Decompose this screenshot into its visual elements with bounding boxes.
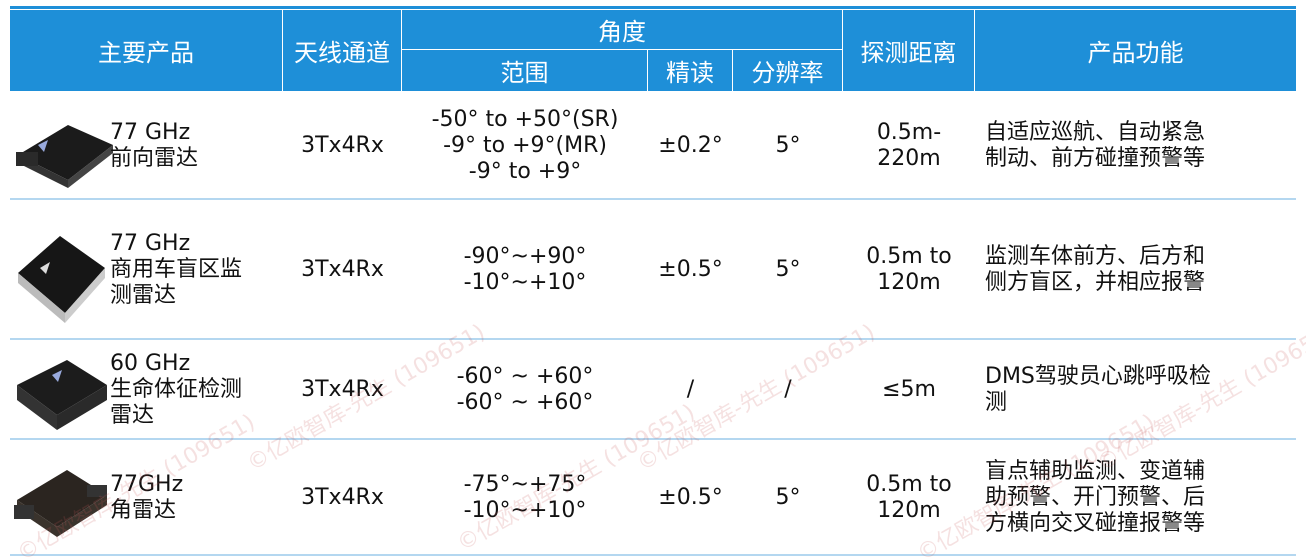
row-separator: [10, 338, 1296, 340]
text-line: -75°~+75°: [463, 472, 587, 497]
text-line: 自适应巡航、自动紧急: [985, 120, 1206, 145]
cell-function: DMS驾驶员心跳呼吸检测: [985, 340, 1296, 440]
text-line: 60 GHz: [110, 351, 191, 376]
cell-distance: ≤5m: [843, 340, 975, 440]
text-line: -90°~+90°: [463, 244, 587, 269]
row-separator: [10, 554, 1296, 556]
text-value: 3Tx4Rx: [301, 485, 384, 510]
cell-resolution: 5°: [733, 200, 843, 340]
text-line: 商用车盲区监: [110, 257, 243, 282]
header-distance: 探测距离: [843, 10, 975, 92]
text-line: 77 GHz: [110, 231, 191, 256]
cell-antenna: 3Tx4Rx: [283, 200, 402, 340]
product-image: [17, 360, 107, 430]
cell-name: 77 GHz 前向雷达: [110, 92, 283, 200]
text-value: 3Tx4Rx: [301, 377, 384, 402]
cell-antenna: 3Tx4Rx: [283, 92, 402, 200]
cell-distance: 0.5m to 120m: [843, 200, 975, 340]
cell-name: 77GHz 角雷达: [110, 440, 283, 556]
text-line: -10°~+10°: [463, 498, 587, 523]
text-line: 监测车体前方、后方和: [985, 244, 1206, 269]
text-value: 3Tx4Rx: [301, 257, 384, 282]
header-precision: 精读: [648, 50, 733, 92]
text-line: -50° to +50°(SR): [431, 107, 619, 132]
cell-name: 77 GHz 商用车盲区监 测雷达: [110, 200, 283, 340]
cell-function: 自适应巡航、自动紧急 制动、前方碰撞预警等: [985, 92, 1296, 200]
cell-distance: 0.5m to 120m: [843, 440, 975, 556]
cell-range: -90°~+90° -10°~+10°: [402, 200, 648, 340]
text-line: 助预警、开门预警、后: [985, 485, 1206, 510]
text-line: 雷达: [110, 403, 155, 428]
text-value: 3Tx4Rx: [301, 133, 384, 158]
text-line: ≤5m: [882, 377, 936, 402]
cell-range: -60° ~ +60° -60° ~ +60°: [402, 340, 648, 440]
text-line: DMS驾驶员心跳呼吸检: [985, 364, 1211, 389]
top-rule: [10, 6, 1296, 9]
text-value: /: [686, 377, 695, 402]
text-line: 角雷达: [110, 498, 177, 523]
cell-distance: 0.5m- 220m: [843, 92, 975, 200]
text-line: 侧方盲区，并相应报警: [985, 270, 1206, 295]
row-separator: [10, 198, 1296, 200]
cell-precision: /: [648, 340, 733, 440]
text-line: 120m: [877, 498, 941, 523]
cell-range: -75°~+75° -10°~+10°: [402, 440, 648, 556]
text-value: 5°: [775, 133, 801, 158]
header-function: 产品功能: [975, 10, 1296, 92]
text-line: 方横向交叉碰撞报警等: [985, 511, 1206, 536]
cell-precision: ±0.5°: [648, 200, 733, 340]
text-value: 5°: [775, 485, 801, 510]
text-value: 5°: [775, 257, 801, 282]
text-value: /: [784, 377, 792, 402]
text-value: ±0.5°: [658, 485, 723, 510]
text-line: -60° ~ +60°: [456, 390, 594, 415]
header-resolution: 分辨率: [733, 50, 843, 92]
text-value: ±0.2°: [658, 133, 723, 158]
cell-resolution: 5°: [733, 440, 843, 556]
header-range: 范围: [402, 50, 648, 92]
product-image: [16, 125, 113, 188]
text-line: 0.5m-: [876, 120, 942, 145]
text-line: 制动、前方碰撞预警等: [985, 146, 1206, 171]
row-separator: [10, 438, 1296, 440]
cell-function: 监测车体前方、后方和 侧方盲区，并相应报警: [985, 200, 1296, 340]
text-line: -9° to +9°: [468, 159, 582, 184]
text-line: 盲点辅助监测、变道辅: [985, 459, 1206, 484]
header-angle: 角度: [402, 10, 843, 50]
cell-antenna: 3Tx4Rx: [283, 340, 402, 440]
cell-resolution: 5°: [733, 92, 843, 200]
text-line: 测雷达: [110, 283, 177, 308]
text-line: 生命体征检测: [110, 377, 243, 402]
cell-antenna: 3Tx4Rx: [283, 440, 402, 556]
text-line: 77 GHz: [110, 120, 191, 145]
cell-function: 盲点辅助监测、变道辅 助预警、开门预警、后 方横向交叉碰撞报警等: [985, 440, 1296, 556]
cell-precision: ±0.2°: [648, 92, 733, 200]
text-line: 0.5m to: [866, 472, 952, 497]
product-image: [18, 236, 105, 323]
cell-name: 60 GHz 生命体征检测 雷达: [110, 340, 283, 440]
product-image: [14, 470, 107, 537]
text-line: 120m: [877, 270, 941, 295]
text-line: -9° to +9°(MR): [443, 133, 607, 158]
header-product: 主要产品: [10, 10, 283, 92]
text-line: 测: [985, 390, 1008, 415]
text-value: ±0.5°: [658, 257, 723, 282]
text-line: 前向雷达: [110, 146, 199, 171]
cell-range: -50° to +50°(SR) -9° to +9°(MR) -9° to +9°: [402, 92, 648, 200]
text-line: -10°~+10°: [463, 270, 587, 295]
header-antenna: 天线通道: [283, 10, 402, 92]
cell-precision: ±0.5°: [648, 440, 733, 556]
text-line: -60° ~ +60°: [456, 364, 594, 389]
cell-resolution: /: [733, 340, 843, 440]
text-line: 0.5m to: [866, 244, 952, 269]
text-line: 220m: [877, 146, 941, 171]
text-line: 77GHz: [110, 472, 184, 497]
